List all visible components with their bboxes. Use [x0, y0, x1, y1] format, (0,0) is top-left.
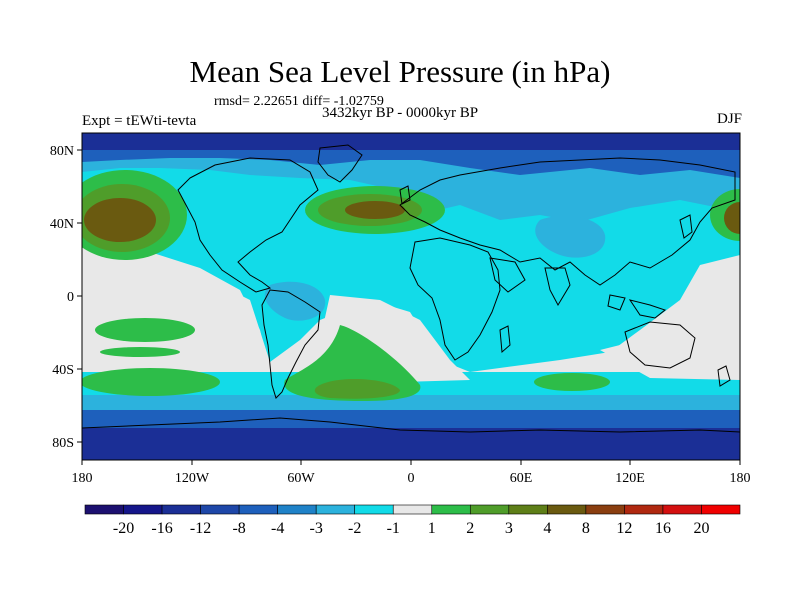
colorbar-label: -3 [310, 520, 323, 537]
lat-label: 40N [50, 217, 74, 232]
positive-anomaly-region [84, 198, 156, 242]
lon-label: 60W [287, 471, 315, 486]
coastlines [82, 144, 740, 433]
pressure-field [82, 133, 740, 460]
colorbar-label: -20 [113, 520, 134, 537]
colorbar-label: 4 [543, 520, 551, 537]
colorbar [84, 504, 741, 515]
colorbar-swatch [161, 504, 201, 515]
colorbar-label: -16 [151, 520, 172, 537]
lat-label: 80N [50, 144, 74, 159]
colorbar-swatch [392, 504, 433, 515]
longitude-axis: 180 120W 60W 0 60E 120E 180 [72, 460, 751, 486]
colorbar-swatch [354, 504, 394, 515]
positive-anomaly-region [82, 368, 220, 396]
colorbar-swatch [508, 504, 548, 515]
positive-anomaly-region [314, 378, 400, 399]
colorbar-swatch [123, 504, 163, 515]
colorbar-label: 3 [505, 520, 513, 537]
colorbar-label: 12 [616, 520, 632, 537]
lon-label: 180 [72, 471, 93, 486]
colorbar-swatch [585, 504, 625, 515]
colorbar-label: 16 [655, 520, 671, 537]
map-title: Mean Sea Level Pressure (in hPa) [189, 54, 611, 89]
colorbar-labels: -20 -16 -12 -8 -4 -3 -2 -1 1 2 3 4 8 12 16 20 [113, 520, 710, 537]
colorbar-swatch [662, 504, 702, 515]
colorbar-swatch [624, 504, 664, 515]
colorbar-swatch [547, 504, 587, 515]
colorbar-label: -2 [348, 520, 361, 537]
negative-anomaly-region [535, 215, 606, 258]
colorbar-swatch [431, 504, 471, 515]
colorbar-swatch [238, 504, 278, 515]
negative-anomaly-region [82, 428, 740, 460]
positive-anomaly-region [534, 373, 610, 391]
colorbar-label: 8 [582, 520, 590, 537]
lon-label: 180 [730, 471, 751, 486]
colorbar-swatch [315, 504, 356, 515]
experiment-label: Expt = tEWti-tevta [82, 113, 197, 129]
colorbar-swatch [701, 504, 741, 515]
colorbar-swatch [84, 504, 124, 515]
lat-label: 80S [52, 436, 74, 451]
colorbar-label: -8 [232, 520, 245, 537]
rmsd-diff-stats: rmsd= 2.22651 diff= -1.02759 [214, 94, 384, 109]
colorbar-label: 20 [693, 520, 709, 537]
latitude-axis: 80N 40N 0 40S 80S [50, 144, 82, 451]
colorbar-label: -4 [271, 520, 284, 537]
colorbar-label: 2 [466, 520, 474, 537]
colorbar-swatch [469, 504, 510, 515]
colorbar-swatch [277, 504, 317, 515]
season-label: DJF [716, 111, 742, 127]
positive-anomaly-region [100, 347, 180, 357]
colorbar-label: -12 [190, 520, 211, 537]
colorbar-label: -1 [387, 520, 400, 537]
lon-label: 120E [615, 471, 645, 486]
negative-anomaly-region [82, 133, 740, 150]
lat-label: 0 [67, 290, 74, 305]
positive-anomaly-region [95, 318, 195, 342]
lon-label: 120W [175, 471, 210, 486]
time-range-subtitle: 3432kyr BP - 0000kyr BP [321, 105, 479, 121]
lat-label: 40S [52, 363, 74, 378]
colorbar-swatch [200, 504, 240, 515]
positive-anomaly-region [284, 325, 421, 402]
lon-label: 0 [408, 471, 415, 486]
lon-label: 60E [510, 471, 533, 486]
colorbar-label: 1 [428, 520, 436, 537]
neutral-region [600, 290, 740, 380]
positive-anomaly-region [345, 201, 405, 219]
positive-anomaly-region [724, 202, 740, 234]
